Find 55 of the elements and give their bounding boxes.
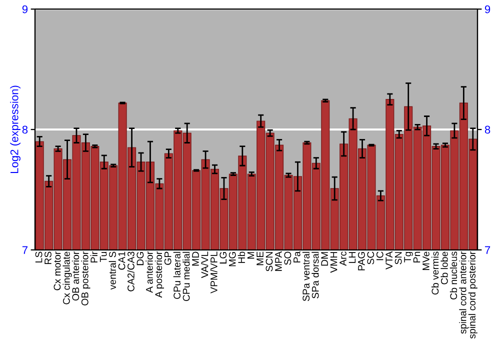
- x-tick-label: A posterior: [154, 251, 164, 298]
- x-tick-label: SPa ventral: [302, 252, 310, 302]
- x-tick-label: VPM/VPL: [210, 252, 218, 294]
- y2-tick-label: 8: [484, 126, 490, 134]
- x-tick-label: SC: [367, 252, 374, 264]
- x-tick-label: CPu medial: [182, 252, 190, 302]
- x-tick-label: OB posterior: [81, 251, 90, 306]
- x-tick-label: Cb lobe: [440, 252, 448, 284]
- x-tick-label: CPu lateral: [173, 252, 180, 299]
- y2-tick-label: 7: [485, 246, 490, 254]
- x-tick-label: SN: [394, 252, 402, 264]
- x-tick-label: M: [247, 252, 254, 259]
- x-tick-label: Arc: [340, 252, 346, 266]
- x-tick-label: spinal cord posterior: [468, 251, 478, 339]
- x-tick-label: LS: [35, 252, 42, 262]
- x-tick-label: ME: [256, 252, 264, 266]
- x-tick-label: VA/VL: [201, 252, 208, 278]
- x-tick-label: SCN: [266, 252, 273, 272]
- y2-tick-label: 9: [484, 5, 490, 14]
- x-tick-label: MD: [192, 252, 199, 266]
- x-tick-label: SO: [284, 252, 292, 265]
- x-tick-label: DM: [321, 252, 328, 266]
- x-tick-label: Cb nucleus: [450, 252, 458, 300]
- x-tick-label: MPA: [275, 251, 282, 271]
- x-tick-label: MG: [228, 252, 236, 266]
- x-tick-label: PAG: [358, 252, 365, 270]
- x-tick-label: VTA: [386, 251, 392, 270]
- x-tick-label: spinal cord anterior: [459, 251, 468, 334]
- x-tick-label: GP: [164, 252, 172, 265]
- x-tick-label: CA1: [118, 252, 126, 270]
- x-tick-label: Cx motor: [54, 251, 61, 290]
- x-tick-label: RS: [44, 252, 52, 264]
- y-axis-title: Log2 (expression): [10, 86, 20, 174]
- x-tick-label: IC: [376, 252, 384, 260]
- x-tick-label: DG: [136, 252, 144, 266]
- x-tick-label: ventral S: [108, 252, 116, 290]
- x-tick-label: Pir: [90, 251, 98, 262]
- x-tick-label: Cx cingulate: [62, 252, 72, 304]
- x-tick-label: LH: [348, 252, 356, 263]
- x-tick-label: CA2/CA3: [127, 252, 134, 292]
- x-tick-label: VMH: [330, 252, 338, 273]
- x-tick-label: MVe: [422, 252, 430, 270]
- y-tick-label: 7: [22, 246, 28, 254]
- x-tick-label: Pa: [294, 251, 300, 262]
- y-tick-label: 9: [22, 5, 28, 14]
- x-tick-label: OB anterior: [72, 251, 80, 301]
- x-tick-label: Cb vermis: [431, 252, 439, 295]
- x-tick-label: Tg: [404, 252, 413, 262]
- x-tick-label: Tu: [100, 252, 107, 262]
- y-tick-label: 8: [22, 126, 28, 134]
- x-tick-label: Pn: [413, 252, 420, 262]
- x-tick-label: A anterior: [146, 251, 153, 293]
- x-tick-label: SPa dorsal: [312, 252, 319, 298]
- x-tick-label: LG: [220, 252, 227, 264]
- x-tick-label: Hb: [238, 252, 246, 263]
